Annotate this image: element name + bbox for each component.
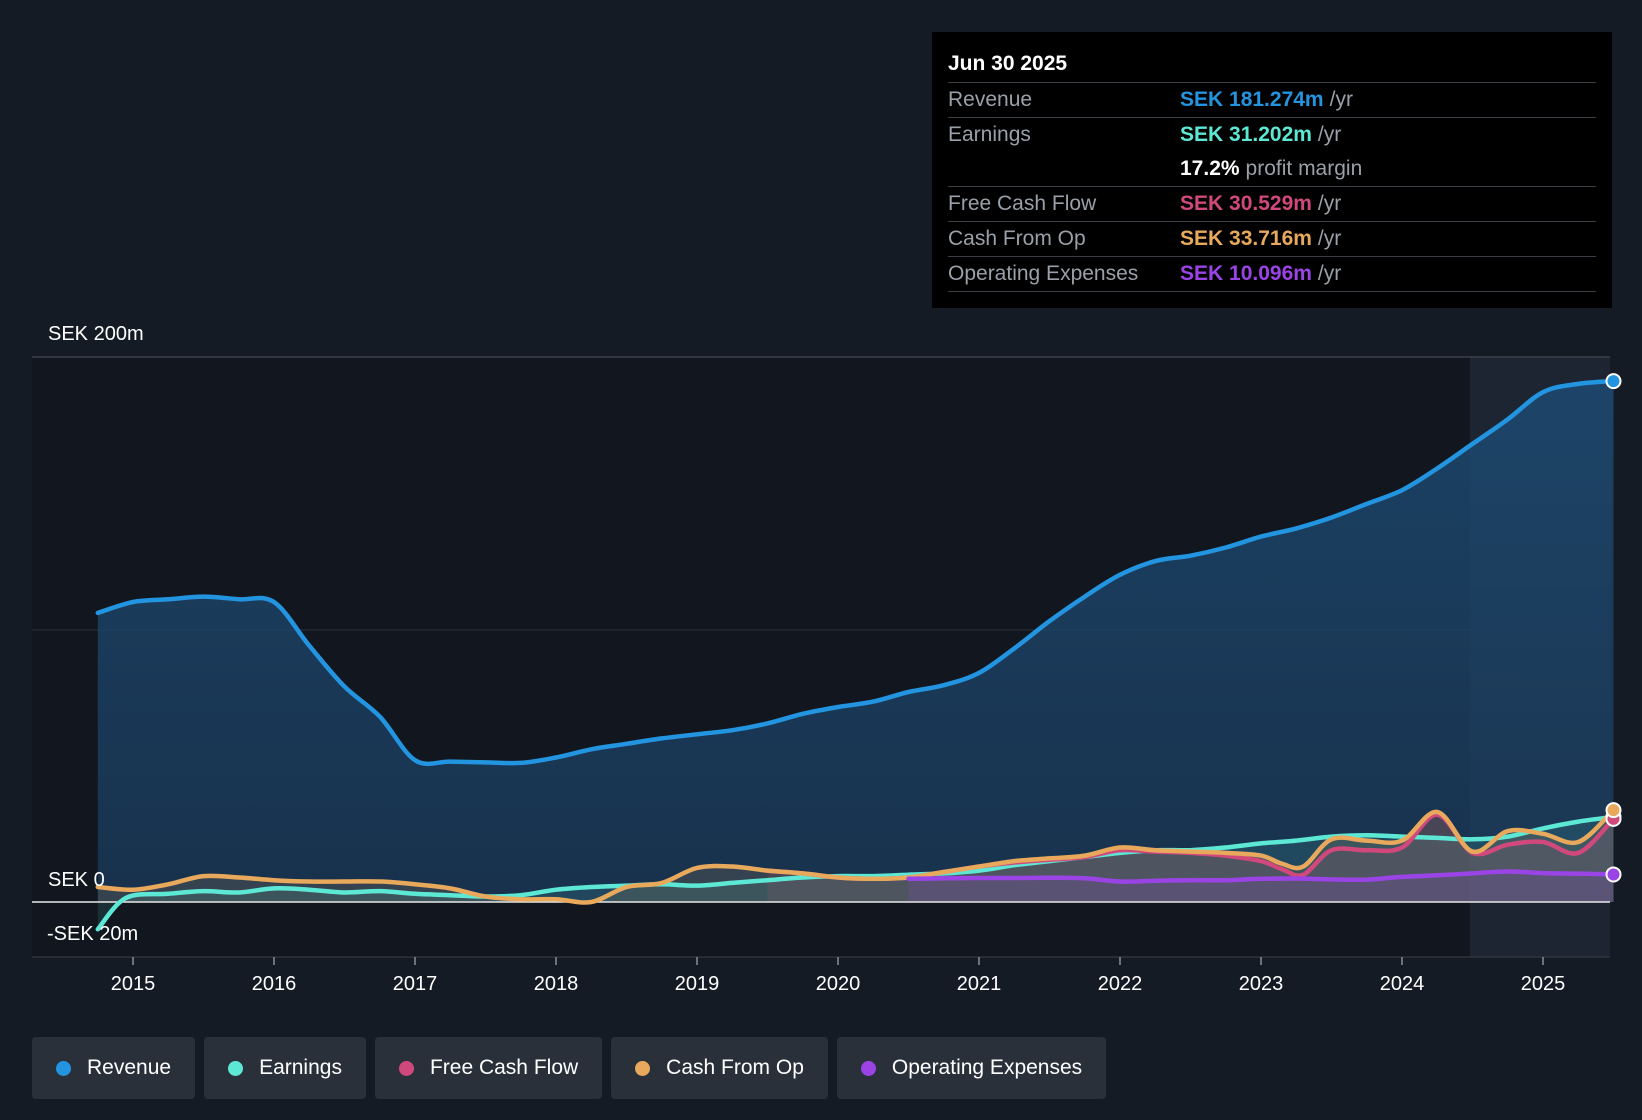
y-label-bottom: -SEK 20m	[47, 923, 138, 945]
legend-label: Earnings	[259, 1056, 342, 1079]
x-tick-label: 2016	[252, 973, 297, 995]
tooltip-label: Cash From Op	[948, 227, 1086, 250]
x-tick-label: 2025	[1521, 973, 1566, 995]
revenue-endpoint	[1605, 373, 1622, 390]
x-tick-label: 2023	[1239, 973, 1284, 995]
tooltip-unit: profit margin	[1245, 157, 1363, 180]
earnings-area	[97, 816, 1614, 930]
tooltip-value: SEK 33.716m	[1180, 227, 1312, 250]
tooltip-row-margin: 17.2% profit margin	[948, 152, 1596, 186]
tooltip-row-earnings: Earnings SEK 31.202m /yr	[948, 117, 1596, 152]
tooltip-label: Revenue	[948, 88, 1033, 111]
tooltip-row-cfo: Cash From Op SEK 33.716m /yr	[948, 221, 1596, 256]
tooltip-unit: /yr	[1317, 262, 1342, 285]
operating-expenses-endpoint	[1605, 866, 1622, 883]
tooltip-unit: /yr	[1317, 123, 1342, 146]
tooltip-value: SEK 181.274m	[1180, 88, 1324, 111]
legend-label: Free Cash Flow	[429, 1056, 579, 1079]
cash-from-op-endpoint	[1605, 802, 1622, 819]
x-tick-label: 2017	[393, 973, 438, 995]
legend-item-free-cash-flow[interactable]: Free Cash Flow	[374, 1037, 603, 1099]
tooltip-label: Earnings	[948, 123, 1031, 146]
x-tick-label: 2022	[1098, 973, 1143, 995]
legend-label: Operating Expenses	[891, 1056, 1083, 1079]
tooltip-panel: Jun 30 2025 Revenue SEK 181.274m /yr Ear…	[932, 32, 1612, 308]
tooltip-value: SEK 10.096m	[1180, 262, 1312, 285]
tooltip-row-revenue: Revenue SEK 181.274m /yr	[948, 82, 1596, 117]
tooltip-label: Free Cash Flow	[948, 192, 1097, 215]
x-tick-label: 2020	[816, 973, 861, 995]
legend: Revenue Earnings Free Cash Flow Cash Fro…	[32, 1037, 1107, 1099]
tooltip-label: Operating Expenses	[948, 262, 1139, 285]
legend-dot-icon	[860, 1060, 876, 1076]
tooltip-unit: /yr	[1329, 88, 1353, 111]
tooltip-unit: /yr	[1317, 192, 1342, 215]
tooltip-value: SEK 31.202m	[1180, 123, 1312, 146]
legend-label: Revenue	[87, 1056, 172, 1079]
legend-dot-icon	[635, 1060, 651, 1076]
legend-item-earnings[interactable]: Earnings	[204, 1037, 366, 1099]
tooltip-value: 17.2%	[1180, 157, 1240, 180]
tooltip-value: SEK 30.529m	[1180, 192, 1312, 215]
legend-dot-icon	[228, 1060, 244, 1076]
revenue-line	[95, 378, 1616, 767]
y-label-zero: SEK 0	[48, 869, 105, 891]
tooltip-date: Jun 30 2025	[948, 52, 1068, 75]
legend-dot-icon	[398, 1060, 414, 1076]
tooltip-row-fcf: Free Cash Flow SEK 30.529m /yr	[948, 186, 1596, 221]
legend-item-cash-from-op[interactable]: Cash From Op	[611, 1037, 828, 1099]
y-label-top: SEK 200m	[48, 323, 144, 345]
tooltip-row-opex: Operating Expenses SEK 10.096m /yr	[948, 256, 1596, 292]
x-tick-label: 2021	[957, 973, 1002, 995]
tooltip-unit: /yr	[1317, 227, 1342, 250]
x-tick-label: 2015	[111, 973, 156, 995]
x-tick-label: 2019	[675, 973, 720, 995]
legend-item-revenue[interactable]: Revenue	[32, 1037, 196, 1099]
x-tick-label: 2024	[1380, 973, 1425, 995]
legend-dot-icon	[56, 1060, 71, 1076]
legend-item-operating-expenses[interactable]: Operating Expenses	[836, 1037, 1107, 1099]
operating-expenses-line	[906, 869, 1616, 884]
legend-label: Cash From Op	[666, 1056, 804, 1079]
cash-from-op-line	[95, 807, 1616, 905]
earnings-line	[95, 814, 1616, 932]
revenue-area	[97, 381, 1614, 903]
x-tick-label: 2018	[534, 973, 579, 995]
